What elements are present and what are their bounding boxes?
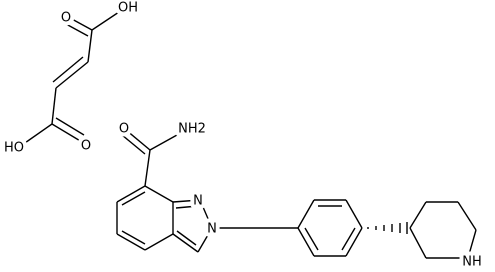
bond (409, 201, 427, 229)
bond (457, 201, 477, 231)
hashed-bond (367, 222, 408, 234)
atom-label: O (81, 139, 91, 154)
atom-label: NH (462, 255, 482, 270)
bond (297, 227, 315, 257)
bond (65, 23, 89, 37)
bond (121, 230, 146, 245)
bond (121, 191, 146, 206)
bond (116, 233, 146, 251)
bond (51, 123, 83, 143)
bond (55, 61, 89, 89)
bond (175, 205, 199, 209)
bond (199, 199, 213, 229)
bond (121, 134, 146, 155)
bond (144, 149, 151, 187)
atom-label: N (207, 222, 217, 237)
bond (304, 227, 319, 251)
bond (87, 29, 93, 63)
atom-label: O (119, 122, 129, 137)
bond (197, 227, 213, 253)
bond (149, 129, 187, 151)
atom-label: N (193, 194, 203, 209)
atom-label: HO (4, 141, 24, 156)
bond (467, 229, 477, 259)
bond (409, 227, 427, 259)
bond (21, 123, 53, 146)
bond (345, 199, 363, 229)
bond (91, 9, 123, 31)
bond (172, 199, 201, 203)
niraparib (116, 129, 477, 259)
bond (125, 129, 151, 151)
bond (144, 185, 174, 203)
bond (116, 185, 146, 203)
bond (51, 87, 57, 125)
bond (172, 233, 199, 253)
bond (144, 233, 174, 251)
bond (55, 117, 85, 136)
bond (341, 227, 356, 251)
atom-label: OH (118, 1, 138, 16)
bond (52, 56, 84, 83)
bond (69, 17, 93, 31)
bond (297, 199, 315, 229)
atom-label: O (61, 11, 71, 26)
bond (345, 227, 363, 257)
atom-label: NH2 (178, 122, 206, 137)
fumaric-acid (21, 9, 123, 146)
bond (176, 230, 197, 246)
